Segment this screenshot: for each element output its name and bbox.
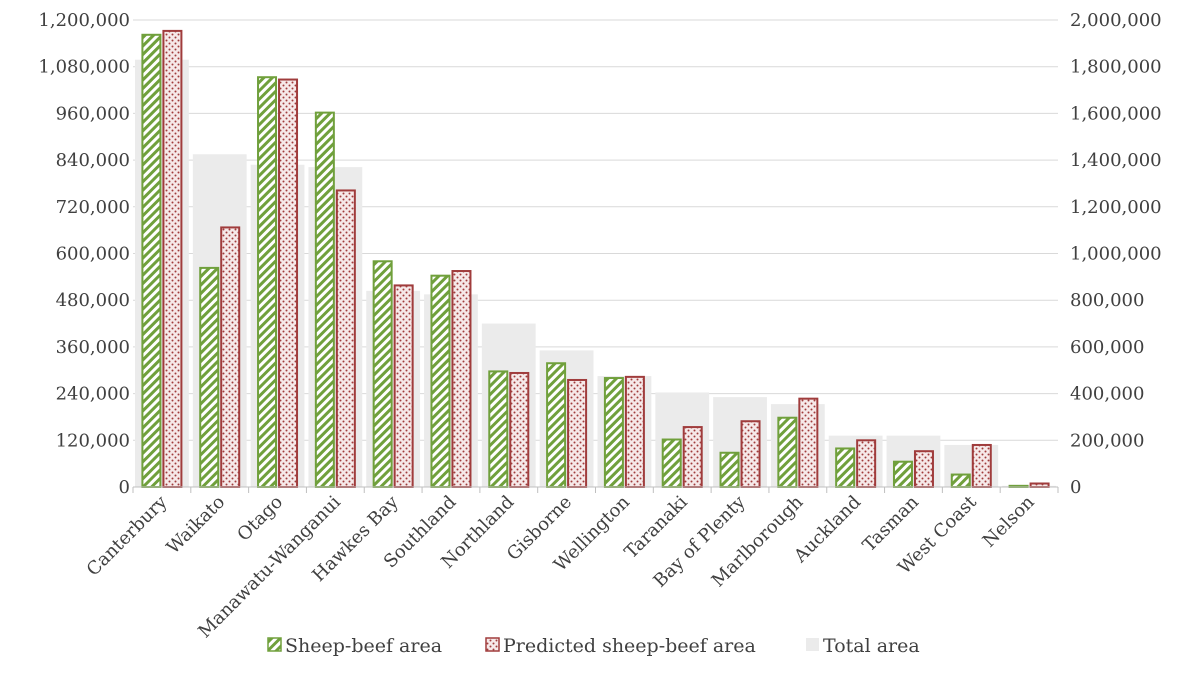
predicted-sheep-beef-area-bar-manawatu-wanganui <box>335 189 356 489</box>
right-axis-tick-label: 200,000 <box>1070 430 1144 451</box>
legend-item-predicted-sheep-beef-area: Predicted sheep-beef area <box>485 635 756 657</box>
sheep-beef-area-bar-bay-of-plenty <box>719 451 740 488</box>
sheep-beef-area-bar-waikato <box>199 266 220 488</box>
predicted-sheep-beef-area-bar-auckland <box>856 439 877 488</box>
legend-swatch-predicted-sheep-beef-area <box>485 637 500 652</box>
predicted-sheep-beef-area-bar-wellington <box>624 375 645 489</box>
sheep-beef-area-bar-marlborough <box>777 416 798 488</box>
legend-item-sheep-beef-area: Sheep-beef area <box>267 635 442 657</box>
legend: Sheep-beef area Predicted sheep-beef area… <box>267 635 920 657</box>
right-axis-tick-label: 600,000 <box>1070 337 1144 358</box>
left-axis-tick-label: 960,000 <box>56 103 130 124</box>
predicted-sheep-beef-area-bar-hawkes-bay <box>393 284 414 488</box>
category-label-waikato: Waikato <box>163 492 230 559</box>
sheep-beef-area-bar-canterbury <box>141 33 162 489</box>
legend-label-sheep-beef-area: Sheep-beef area <box>285 635 442 657</box>
left-axis-tick-label: 720,000 <box>56 197 130 218</box>
legend-label-total-area: Total area <box>823 635 920 657</box>
sheep-beef-area-bar-auckland <box>835 447 856 489</box>
category-label-canterbury: Canterbury <box>83 491 172 580</box>
category-label-nelson: Nelson <box>979 491 1039 551</box>
sheep-beef-area-bar-northland <box>488 370 509 489</box>
left-axis-tick-label: 1,200,000 <box>38 10 130 31</box>
sheep-beef-area-bar-southland <box>430 274 451 488</box>
left-axis-tick-label: 600,000 <box>56 244 130 265</box>
predicted-sheep-beef-area-bar-bay-of-plenty <box>740 420 761 488</box>
sheep-beef-area-bar-tasman <box>892 460 913 488</box>
predicted-sheep-beef-area-bar-taranaki <box>682 426 703 488</box>
sheep-beef-area-bar-gisborne <box>546 362 567 488</box>
left-axis-tick-label: 840,000 <box>56 150 130 171</box>
legend-item-total-area: Total area <box>806 635 920 657</box>
predicted-sheep-beef-area-bar-southland <box>451 270 472 489</box>
left-axis-tick-label: 480,000 <box>56 290 130 311</box>
right-axis-tick-label: 1,800,000 <box>1070 57 1162 78</box>
right-axis-tick-label: 1,200,000 <box>1070 197 1162 218</box>
right-axis-tick-label: 0 <box>1070 477 1081 498</box>
predicted-sheep-beef-area-bar-gisborne <box>567 378 588 488</box>
predicted-sheep-beef-area-bar-marlborough <box>798 397 819 489</box>
left-axis-tick-label: 360,000 <box>56 337 130 358</box>
right-axis-tick-label: 2,000,000 <box>1070 10 1162 31</box>
predicted-sheep-beef-area-bar-west-coast <box>971 443 992 488</box>
sheep-beef-area-bar-hawkes-bay <box>372 260 393 488</box>
sheep-beef-bars <box>141 29 1050 489</box>
right-axis-tick-label: 1,000,000 <box>1070 244 1162 265</box>
right-axis-tick-label: 1,600,000 <box>1070 103 1162 124</box>
predicted-sheep-beef-area-bar-nelson <box>1029 482 1050 488</box>
legend-label-predicted-sheep-beef-area: Predicted sheep-beef area <box>503 635 756 657</box>
legend-swatch-total-area <box>806 638 819 651</box>
right-axis-tick-label: 800,000 <box>1070 290 1144 311</box>
sheep-beef-area-bar-taranaki <box>661 438 682 488</box>
sheep-beef-area-bar-otago <box>257 76 278 489</box>
left-axis-tick-label: 1,080,000 <box>38 57 130 78</box>
predicted-sheep-beef-area-bar-canterbury <box>162 29 183 488</box>
category-label-otago: Otago <box>233 492 287 546</box>
predicted-sheep-beef-area-bar-waikato <box>220 226 241 488</box>
left-axis-tick-label: 0 <box>119 477 130 498</box>
sheep-beef-area-bar-west-coast <box>950 473 971 488</box>
right-axis-tick-label: 400,000 <box>1070 384 1144 405</box>
predicted-sheep-beef-area-bar-tasman <box>913 450 934 488</box>
right-axis-tick-label: 1,400,000 <box>1070 150 1162 171</box>
left-axis-tick-label: 120,000 <box>56 430 130 451</box>
sheep-beef-area-bar-manawatu-wanganui <box>314 111 335 488</box>
total-area-bar-nelson <box>1002 485 1056 487</box>
predicted-sheep-beef-area-bar-northland <box>509 371 530 488</box>
sheep-beef-area-bar-wellington <box>603 377 624 488</box>
predicted-sheep-beef-area-bar-otago <box>278 78 299 488</box>
legend-swatch-sheep-beef-area <box>267 637 282 652</box>
left-axis-tick-label: 240,000 <box>56 384 130 405</box>
